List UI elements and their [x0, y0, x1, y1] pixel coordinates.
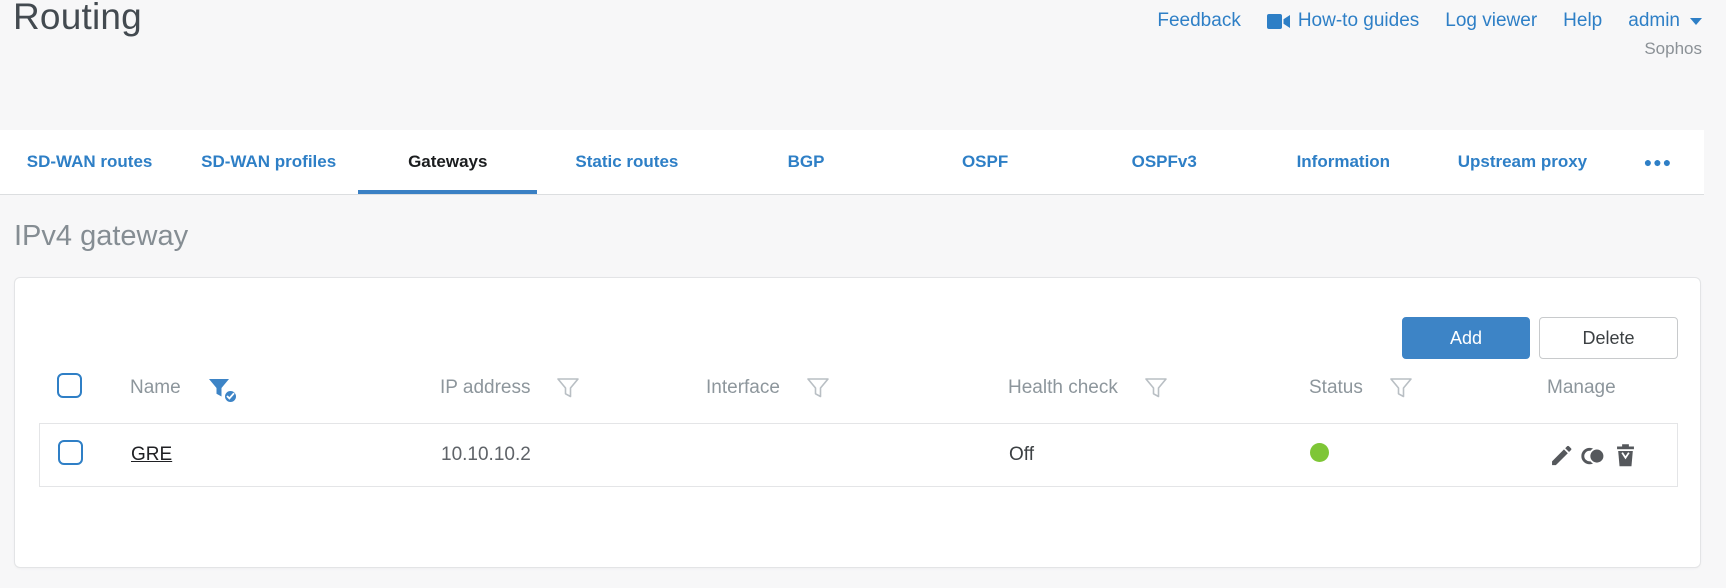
- user-menu-button[interactable]: admin: [1628, 10, 1702, 32]
- row-select-cell: [58, 439, 131, 471]
- tab-bgp[interactable]: BGP: [787, 151, 825, 171]
- column-header-interface: Interface: [706, 377, 1008, 400]
- tab-upstream-proxy[interactable]: Upstream proxy: [1457, 151, 1588, 171]
- column-label-name: Name: [130, 377, 181, 398]
- howto-guides-link[interactable]: How-to guides: [1266, 10, 1420, 32]
- table-header-row: Name IP address: [39, 366, 1678, 410]
- video-camera-icon: [1266, 13, 1290, 30]
- tab-ospf[interactable]: OSPF: [961, 151, 1009, 171]
- row-manage-cell: [1548, 442, 1677, 469]
- column-header-ip-address: IP address: [440, 377, 706, 400]
- status-dot: [1310, 442, 1329, 462]
- row-status-cell: [1310, 442, 1548, 468]
- table-row-gre: GRE 10.10.10.2 Off: [40, 424, 1677, 486]
- section-heading: IPv4 gateway: [14, 220, 189, 252]
- user-menu-label: admin: [1628, 10, 1680, 31]
- brand-label: Sophos: [1644, 39, 1702, 58]
- filter-funnel-icon-ip-address[interactable]: [556, 377, 580, 400]
- utility-nav: Feedback How-to guides Log viewer Help a…: [1157, 10, 1702, 59]
- tab-static-routes[interactable]: Static routes: [575, 151, 679, 171]
- chevron-down-icon: [1690, 17, 1702, 25]
- tab-sd-wan-profiles[interactable]: SD-WAN profiles: [201, 151, 337, 171]
- table-body: GRE 10.10.10.2 Off: [39, 423, 1678, 487]
- trash-icon[interactable]: [1612, 442, 1639, 469]
- tab-sd-wan-routes[interactable]: SD-WAN routes: [26, 151, 153, 171]
- column-label-manage: Manage: [1547, 377, 1616, 398]
- gateway-name-link[interactable]: GRE: [131, 444, 173, 465]
- row-name-cell: GRE: [131, 444, 441, 466]
- row-health-check-value: Off: [1009, 444, 1034, 465]
- column-header-manage: Manage: [1547, 377, 1678, 399]
- filter-funnel-icon-health-check[interactable]: [1144, 377, 1168, 400]
- page-title: Routing: [13, 0, 142, 37]
- filter-funnel-icon-status[interactable]: [1389, 377, 1413, 400]
- card-toolbar: Add Delete: [1402, 317, 1678, 359]
- utility-nav-links: Feedback How-to guides Log viewer Help a…: [1157, 10, 1702, 32]
- howto-guides-label: How-to guides: [1297, 10, 1420, 31]
- tab-gateways[interactable]: Gateways: [358, 130, 538, 194]
- select-all-cell: [57, 372, 130, 404]
- column-label-ip-address: IP address: [440, 377, 531, 398]
- tab-information[interactable]: Information: [1296, 151, 1391, 171]
- column-header-health-check: Health check: [1008, 377, 1309, 400]
- column-header-name: Name: [130, 377, 440, 404]
- column-label-health-check: Health check: [1008, 377, 1118, 398]
- row-ip-address-value: 10.10.10.2: [441, 444, 531, 465]
- edit-pencil-icon[interactable]: [1548, 442, 1575, 469]
- row-checkbox[interactable]: [58, 439, 83, 465]
- tab-bar: SD-WAN routes SD-WAN profiles Gateways S…: [0, 130, 1704, 195]
- filter-funnel-icon-interface[interactable]: [806, 377, 830, 400]
- select-all-checkbox[interactable]: [57, 372, 82, 398]
- tab-ospfv3[interactable]: OSPFv3: [1131, 151, 1197, 171]
- tab-overflow-button[interactable]: ●●●: [1643, 154, 1673, 170]
- column-header-status: Status: [1309, 377, 1547, 400]
- feedback-link[interactable]: Feedback: [1157, 10, 1241, 31]
- filter-applied-check-icon: [222, 388, 238, 404]
- delete-button[interactable]: Delete: [1539, 317, 1678, 359]
- clone-icon[interactable]: [1580, 442, 1607, 469]
- column-label-status: Status: [1309, 377, 1363, 398]
- ipv4-gateway-card: Add Delete Name: [14, 277, 1701, 568]
- filter-funnel-icon-name[interactable]: [207, 377, 238, 404]
- log-viewer-link[interactable]: Log viewer: [1445, 10, 1538, 31]
- help-link[interactable]: Help: [1563, 10, 1603, 31]
- add-button[interactable]: Add: [1402, 317, 1530, 359]
- gateway-table: Name IP address: [39, 366, 1678, 487]
- column-label-interface: Interface: [706, 377, 780, 398]
